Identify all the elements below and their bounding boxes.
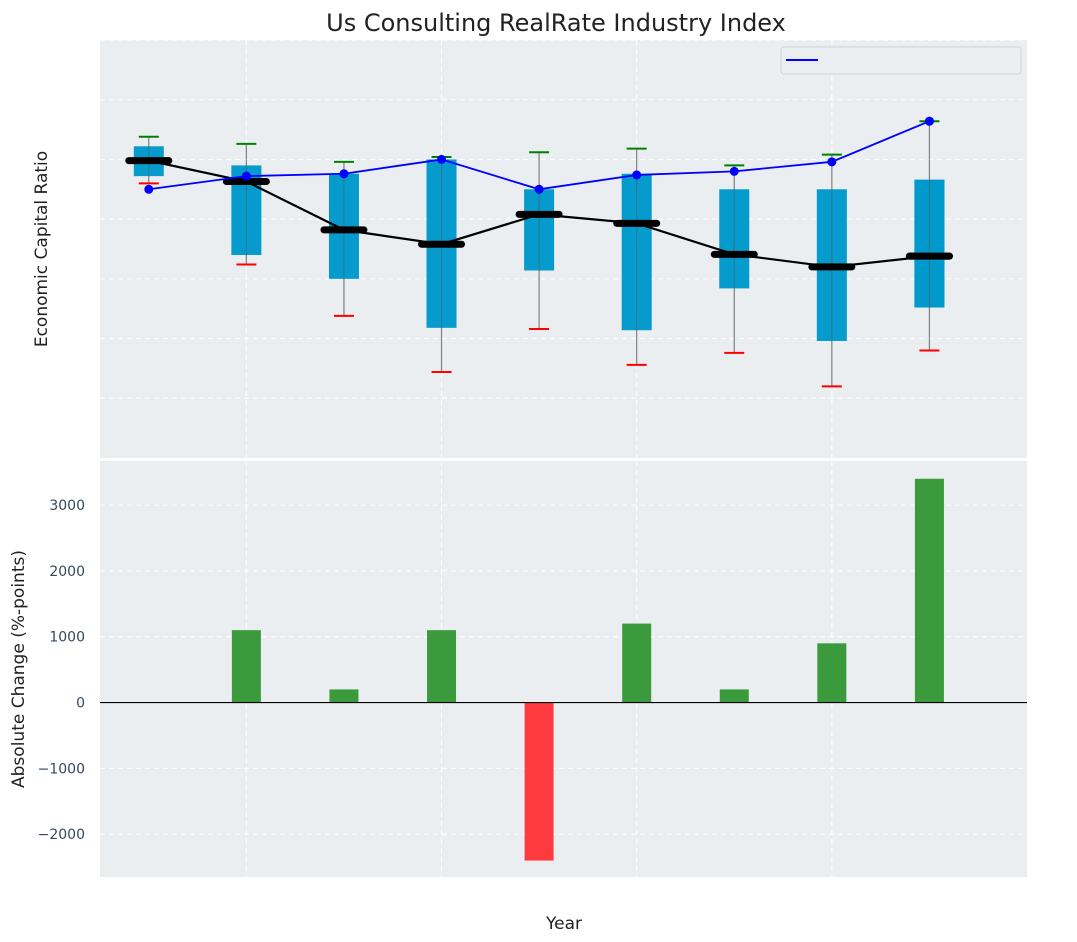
change-bar — [622, 623, 652, 703]
change-bar — [719, 689, 749, 703]
x-axis-label: Year — [545, 914, 582, 934]
change-bar — [914, 478, 944, 703]
navigant-point — [241, 171, 251, 181]
bottom-panel: −2000 −1000 0 1000 2000 3000 — [38, 461, 1027, 877]
top-y-axis-label: Economic Capital Ratio — [32, 151, 52, 347]
navigant-point — [339, 169, 349, 179]
legend-box — [780, 46, 1022, 75]
bottom-y-tick-label: 0 — [76, 696, 85, 712]
bottom-y-tick-label: 3000 — [49, 498, 85, 514]
navigant-point — [437, 154, 447, 164]
chart-title: Us Consulting RealRate Industry Index — [326, 9, 786, 37]
change-bar — [329, 689, 359, 703]
navigant-point — [827, 157, 837, 167]
change-bar — [427, 630, 457, 703]
navigant-point — [534, 184, 544, 194]
change-bar — [817, 643, 847, 703]
navigant-point — [632, 170, 642, 180]
navigant-point — [144, 184, 154, 194]
bottom-y-axis-label: Absolute Change (%-points) — [9, 550, 29, 788]
bottom-y-tick-label: 1000 — [49, 630, 85, 646]
change-bar — [231, 630, 261, 703]
bottom-y-tick-label: −2000 — [38, 827, 85, 843]
top-panel — [100, 39, 1027, 458]
bottom-y-tick-label: 2000 — [49, 564, 85, 580]
navigant-point — [924, 116, 934, 126]
navigant-point — [729, 166, 739, 176]
bottom-y-tick-label: −1000 — [38, 761, 85, 777]
change-bar — [524, 702, 554, 861]
legend — [780, 46, 1022, 75]
